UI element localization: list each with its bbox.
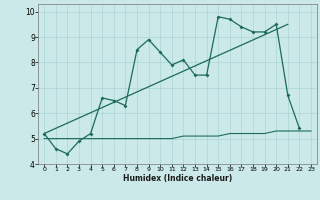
X-axis label: Humidex (Indice chaleur): Humidex (Indice chaleur) <box>123 174 232 183</box>
